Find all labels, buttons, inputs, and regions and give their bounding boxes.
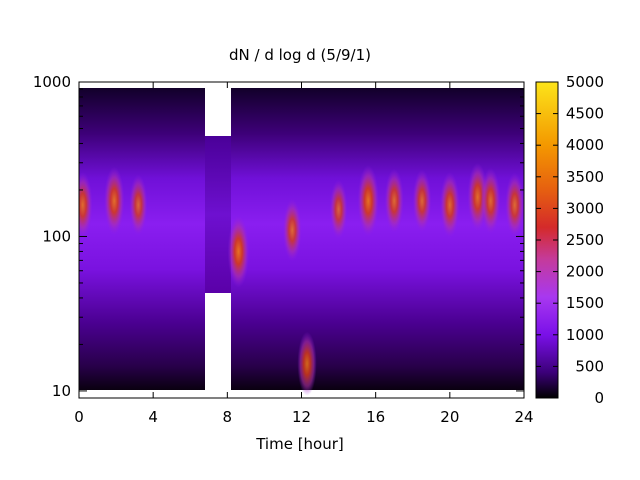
- colorbar-tick-label: 2500: [566, 231, 604, 249]
- heatmap-feature-2: [129, 174, 148, 236]
- heatmap-feature-0: [79, 172, 93, 238]
- plot-area: [79, 88, 524, 396]
- heatmap-gap-band: [205, 136, 231, 293]
- x-tick-label: 0: [74, 408, 84, 426]
- x-tick-label: 4: [148, 408, 158, 426]
- heatmap-feature-8: [384, 168, 404, 233]
- heatmap-feature-7: [357, 165, 379, 237]
- heatmap-feature-4: [282, 198, 302, 262]
- colorbar-tick-label: 0: [594, 389, 604, 407]
- colorbar-tick-label: 3500: [566, 168, 604, 186]
- colorbar-tick-label: 1500: [566, 294, 604, 312]
- y-axis: 10 100 1000: [33, 73, 524, 400]
- x-tick-label: 24: [514, 408, 533, 426]
- y-tick-label: 1000: [33, 73, 71, 91]
- x-axis: 0 4 8 12 16 20 24: [74, 82, 534, 426]
- heatmap-feature-3: [227, 215, 250, 288]
- colorbar-tick-label: 4500: [566, 105, 604, 123]
- heatmap-background-right: [231, 88, 524, 390]
- y-tick-label: 100: [42, 227, 71, 245]
- heatmap-feature-12: [480, 168, 501, 234]
- x-tick-label: 16: [366, 408, 385, 426]
- chart-title: dN / d log d (5/9/1): [229, 46, 371, 64]
- heatmap-feature-1: [104, 166, 125, 235]
- colorbar-tick-label: 2000: [566, 263, 604, 281]
- heatmap-feature-10: [439, 172, 460, 238]
- colorbar-axis: 0 500 1000 1500 2000 2500 3000 3500 4000 4500 5000: [536, 73, 604, 407]
- colorbar-tick-label: 500: [575, 357, 604, 375]
- heatmap-background-left: [79, 88, 205, 390]
- x-tick-label: 12: [292, 408, 311, 426]
- x-axis-label: Time [hour]: [255, 435, 344, 453]
- heatmap-feature-6: [329, 179, 348, 239]
- x-tick-label: 20: [440, 408, 459, 426]
- heatmap-features: [79, 163, 524, 396]
- colorbar-tick-label: 5000: [566, 73, 604, 91]
- heatmap-feature-13: [505, 172, 524, 237]
- colorbar-tick-label: 4000: [566, 136, 604, 154]
- heatmap-feature-9: [412, 169, 432, 233]
- x-tick-label: 8: [223, 408, 233, 426]
- colorbar-tick-label: 3000: [566, 199, 604, 217]
- heatmap-feature-5: [297, 331, 317, 396]
- y-tick-label: 10: [52, 382, 71, 400]
- colorbar-tick-label: 1000: [566, 326, 604, 344]
